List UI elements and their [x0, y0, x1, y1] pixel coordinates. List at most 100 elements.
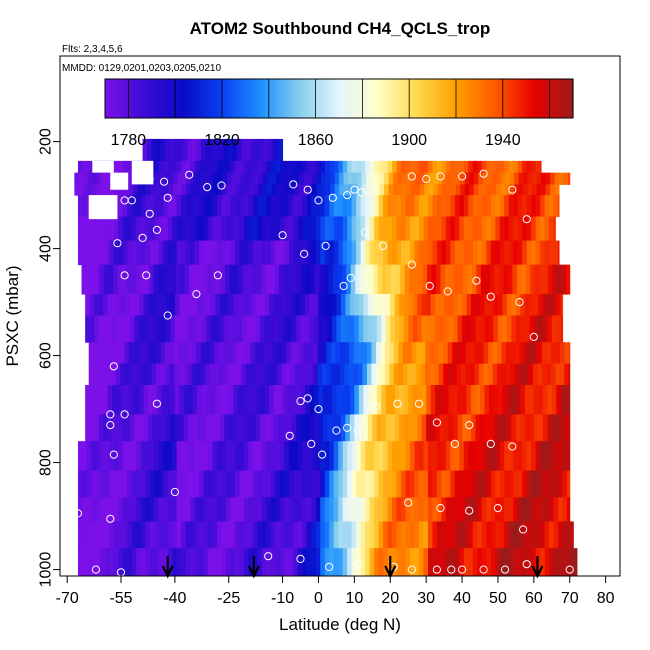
heatmap-cell	[208, 184, 214, 196]
heatmap-cell	[544, 521, 550, 549]
heatmap-cell	[215, 414, 221, 442]
colorbar-swatch	[341, 79, 346, 118]
heatmap-cell	[531, 240, 537, 266]
sample-point	[145, 209, 154, 218]
heatmap-cell	[103, 315, 109, 343]
colorbar-swatch	[309, 79, 314, 118]
heatmap-cell	[418, 470, 424, 498]
heatmap-cell	[151, 363, 157, 386]
heatmap-cell	[146, 184, 152, 196]
heatmap-cell	[235, 240, 240, 266]
heatmap-cell	[136, 195, 142, 217]
heatmap-cell	[522, 160, 528, 174]
heatmap-cell	[472, 441, 478, 472]
heatmap-cell	[266, 160, 272, 174]
heatmap-cell	[276, 184, 282, 196]
heatmap-cell	[533, 414, 539, 442]
heatmap-cell	[160, 363, 166, 386]
heatmap-cell	[405, 470, 411, 498]
sample-point	[152, 225, 161, 234]
heatmap-cell	[360, 548, 366, 577]
heatmap-cell	[493, 414, 499, 442]
sample-point	[443, 287, 452, 296]
heatmap-cell	[325, 184, 331, 196]
heatmap-cell	[566, 264, 571, 295]
heatmap-cell	[255, 315, 261, 343]
heatmap-cell	[217, 216, 223, 242]
heatmap-cell	[284, 497, 290, 522]
heatmap-cell	[230, 470, 236, 498]
sample-point	[414, 399, 424, 408]
heatmap-cell	[170, 315, 176, 343]
colorbar-swatch	[229, 79, 234, 118]
heatmap-cell	[415, 184, 421, 196]
heatmap-cell	[233, 414, 239, 442]
sample-point	[325, 562, 334, 572]
heatmap-cell	[517, 548, 523, 577]
heatmap-cell	[418, 521, 424, 549]
colorbar-swatch	[217, 79, 222, 118]
heatmap-cell	[418, 497, 424, 522]
heatmap-cell	[252, 264, 258, 295]
heatmap-cell	[78, 172, 84, 185]
heatmap-cell	[488, 385, 494, 415]
heatmap-cell	[471, 294, 477, 316]
heatmap-cell	[156, 385, 162, 415]
heatmap-cell	[532, 172, 538, 185]
heatmap-cell	[415, 172, 421, 185]
heatmap-cell	[193, 264, 199, 295]
heatmap-cell	[481, 548, 487, 577]
heatmap-cell	[418, 195, 424, 217]
heatmap-cell	[392, 240, 398, 266]
heatmap-cell	[197, 315, 203, 343]
heatmap-cell	[395, 264, 401, 295]
heatmap-cell	[521, 264, 527, 295]
heatmap-cell	[427, 195, 433, 217]
heatmap-cell	[112, 264, 118, 295]
heatmap-cell	[163, 240, 169, 266]
heatmap-cell	[136, 497, 142, 522]
heatmap-cell	[136, 240, 142, 266]
heatmap-cell	[100, 521, 106, 549]
heatmap-cell	[133, 342, 139, 365]
heatmap-cell	[154, 441, 160, 472]
heatmap-cell	[77, 521, 83, 549]
heatmap-cell	[140, 240, 146, 266]
sample-point	[127, 140, 136, 149]
heatmap-cell	[542, 315, 548, 343]
heatmap-cell	[224, 294, 230, 316]
heatmap-cell	[288, 497, 294, 522]
heatmap-cell	[290, 342, 296, 365]
heatmap-cell	[418, 216, 424, 242]
heatmap-cell	[197, 294, 203, 316]
sample-point	[120, 271, 129, 280]
heatmap-cell	[125, 294, 131, 316]
heatmap-cell	[183, 294, 189, 316]
heatmap-cell	[307, 184, 313, 196]
heatmap-cell	[342, 548, 348, 577]
heatmap-cell	[153, 264, 159, 295]
heatmap-cell	[293, 521, 299, 549]
heatmap-cell	[373, 264, 379, 295]
heatmap-cell	[201, 294, 207, 316]
heatmap-cell	[481, 216, 487, 242]
heatmap-cell	[436, 240, 442, 266]
colorbar-swatch	[445, 79, 450, 118]
heatmap-cell	[121, 264, 127, 295]
heatmap-cell	[340, 315, 346, 343]
heatmap-cell	[388, 172, 394, 185]
heatmap-cell	[170, 294, 176, 316]
heatmap-cell	[492, 363, 498, 386]
heatmap-cell	[497, 342, 503, 365]
heatmap-cell	[426, 315, 432, 343]
heatmap-cell	[231, 172, 237, 185]
colorbar-tick-label: 1860	[298, 132, 334, 149]
heatmap-cell	[185, 470, 191, 498]
heatmap-cell	[123, 184, 129, 196]
sample-point	[339, 281, 348, 291]
heatmap-cell	[219, 294, 225, 316]
sample-point	[217, 181, 226, 190]
heatmap-cell	[477, 497, 483, 522]
colorbar-swatch	[145, 79, 150, 118]
heatmap-cell	[463, 497, 469, 522]
